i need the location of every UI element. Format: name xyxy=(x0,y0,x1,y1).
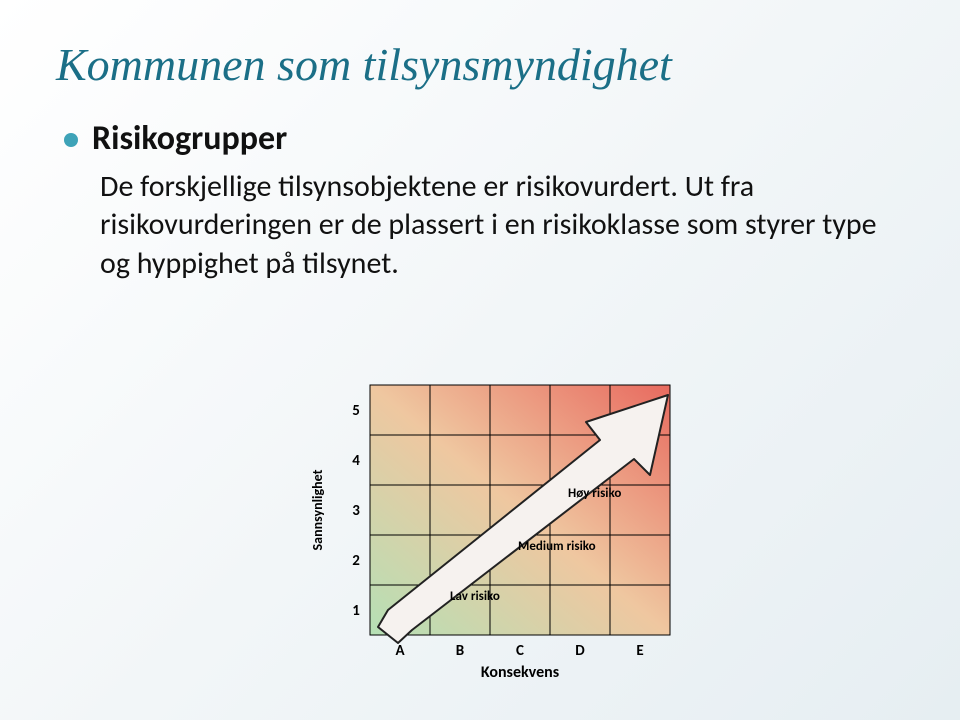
ytick-2: 2 xyxy=(352,552,360,570)
page-title: Kommunen som tilsynsmyndighet xyxy=(56,38,912,91)
slide: { "title": "Kommunen som tilsynsmyndighe… xyxy=(0,0,960,720)
xtick-E: E xyxy=(636,642,643,660)
xtick-B: B xyxy=(456,642,464,660)
bullet-block: Risikogrupper De forskjellige tilsynsobj… xyxy=(64,119,912,283)
bullet-heading: Risikogrupper xyxy=(92,119,287,160)
risk-matrix-svg: Høy risiko Medium risiko Lav risiko 5 4 … xyxy=(300,375,710,685)
ytick-5: 5 xyxy=(352,402,360,420)
body-text: De forskjellige tilsynsobjektene er risi… xyxy=(100,168,912,283)
label-medium-risk: Medium risiko xyxy=(518,539,596,554)
xtick-C: C xyxy=(516,642,524,660)
xtick-A: A xyxy=(395,642,405,660)
ytick-1: 1 xyxy=(352,602,360,620)
risk-matrix-chart: Høy risiko Medium risiko Lav risiko 5 4 … xyxy=(300,375,710,685)
label-high-risk: Høy risiko xyxy=(568,486,621,501)
xtick-D: D xyxy=(575,642,585,660)
bullet-row: Risikogrupper xyxy=(64,119,912,160)
bullet-dot-icon xyxy=(64,133,78,147)
ytick-3: 3 xyxy=(352,502,360,520)
label-low-risk: Lav risiko xyxy=(450,589,500,604)
y-axis-label: Sannsynlighet xyxy=(309,469,326,550)
ytick-4: 4 xyxy=(352,452,360,470)
x-axis-label: Konsekvens xyxy=(481,663,559,682)
